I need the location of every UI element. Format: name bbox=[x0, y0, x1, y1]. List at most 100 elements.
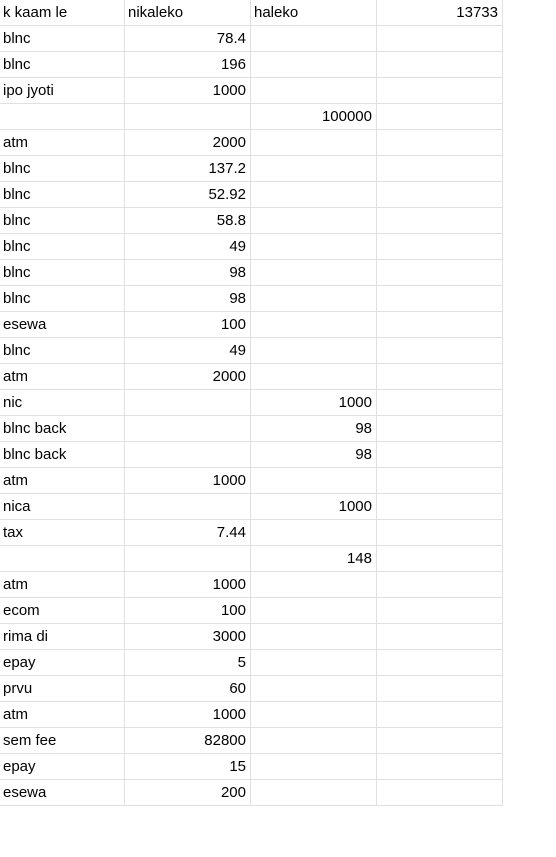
cell-item[interactable]: blnc bbox=[0, 25, 125, 52]
cell-nikaleko[interactable]: 78.4 bbox=[124, 25, 251, 52]
cell-empty[interactable] bbox=[376, 129, 503, 156]
cell-nikaleko[interactable]: 1000 bbox=[124, 571, 251, 598]
cell-haleko[interactable] bbox=[250, 753, 377, 780]
cell-nikaleko[interactable]: 100 bbox=[124, 311, 251, 338]
cell-haleko[interactable] bbox=[250, 25, 377, 52]
cell-item[interactable]: atm bbox=[0, 571, 125, 598]
cell-haleko[interactable] bbox=[250, 233, 377, 260]
cell-empty[interactable] bbox=[376, 753, 503, 780]
cell-empty[interactable] bbox=[376, 207, 503, 234]
cell-nikaleko[interactable]: 200 bbox=[124, 779, 251, 806]
cell-item[interactable]: blnc bbox=[0, 155, 125, 182]
cell-haleko[interactable] bbox=[250, 701, 377, 728]
header-cell-item[interactable]: k kaam le bbox=[0, 0, 125, 26]
cell-haleko[interactable]: 148 bbox=[250, 545, 377, 572]
cell-haleko[interactable] bbox=[250, 727, 377, 754]
cell-nikaleko[interactable]: 98 bbox=[124, 259, 251, 286]
cell-haleko[interactable] bbox=[250, 311, 377, 338]
cell-item[interactable]: blnc bbox=[0, 207, 125, 234]
cell-haleko[interactable] bbox=[250, 363, 377, 390]
cell-empty[interactable] bbox=[376, 519, 503, 546]
cell-item[interactable]: rima di bbox=[0, 623, 125, 650]
cell-nikaleko[interactable]: 7.44 bbox=[124, 519, 251, 546]
cell-nikaleko[interactable]: 49 bbox=[124, 337, 251, 364]
cell-empty[interactable] bbox=[376, 155, 503, 182]
cell-nikaleko[interactable]: 52.92 bbox=[124, 181, 251, 208]
cell-item[interactable]: nic bbox=[0, 389, 125, 416]
cell-haleko[interactable] bbox=[250, 779, 377, 806]
cell-nikaleko[interactable]: 100 bbox=[124, 597, 251, 624]
cell-empty[interactable] bbox=[376, 51, 503, 78]
cell-haleko[interactable] bbox=[250, 129, 377, 156]
cell-item[interactable]: blnc bbox=[0, 233, 125, 260]
cell-nikaleko[interactable]: 3000 bbox=[124, 623, 251, 650]
cell-item[interactable]: blnc back bbox=[0, 415, 125, 442]
cell-haleko[interactable] bbox=[250, 51, 377, 78]
cell-empty[interactable] bbox=[376, 389, 503, 416]
header-cell-nikaleko[interactable]: nikaleko bbox=[124, 0, 251, 26]
header-cell-haleko[interactable]: haleko bbox=[250, 0, 377, 26]
cell-empty[interactable] bbox=[376, 649, 503, 676]
cell-empty[interactable] bbox=[376, 285, 503, 312]
cell-empty[interactable] bbox=[376, 363, 503, 390]
cell-nikaleko[interactable]: 1000 bbox=[124, 77, 251, 104]
cell-empty[interactable] bbox=[376, 77, 503, 104]
cell-nikaleko[interactable]: 82800 bbox=[124, 727, 251, 754]
cell-empty[interactable] bbox=[376, 467, 503, 494]
cell-haleko[interactable] bbox=[250, 597, 377, 624]
cell-haleko[interactable] bbox=[250, 77, 377, 104]
cell-haleko[interactable] bbox=[250, 207, 377, 234]
cell-item[interactable]: blnc bbox=[0, 51, 125, 78]
cell-empty[interactable] bbox=[376, 597, 503, 624]
cell-empty[interactable] bbox=[376, 259, 503, 286]
cell-nikaleko[interactable]: 60 bbox=[124, 675, 251, 702]
cell-empty[interactable] bbox=[376, 103, 503, 130]
cell-item[interactable]: blnc back bbox=[0, 441, 125, 468]
cell-item[interactable] bbox=[0, 545, 125, 572]
cell-nikaleko[interactable]: 5 bbox=[124, 649, 251, 676]
cell-nikaleko[interactable]: 49 bbox=[124, 233, 251, 260]
cell-item[interactable]: esewa bbox=[0, 779, 125, 806]
cell-empty[interactable] bbox=[376, 233, 503, 260]
cell-item[interactable]: ecom bbox=[0, 597, 125, 624]
cell-item[interactable]: ipo jyoti bbox=[0, 77, 125, 104]
cell-empty[interactable] bbox=[376, 311, 503, 338]
cell-nikaleko[interactable] bbox=[124, 103, 251, 130]
cell-nikaleko[interactable] bbox=[124, 415, 251, 442]
cell-haleko[interactable] bbox=[250, 467, 377, 494]
cell-empty[interactable] bbox=[376, 779, 503, 806]
cell-nikaleko[interactable] bbox=[124, 389, 251, 416]
cell-nikaleko[interactable]: 196 bbox=[124, 51, 251, 78]
cell-item[interactable]: atm bbox=[0, 363, 125, 390]
cell-haleko[interactable]: 100000 bbox=[250, 103, 377, 130]
cell-haleko[interactable]: 1000 bbox=[250, 493, 377, 520]
cell-nikaleko[interactable]: 98 bbox=[124, 285, 251, 312]
cell-haleko[interactable] bbox=[250, 571, 377, 598]
cell-haleko[interactable] bbox=[250, 623, 377, 650]
cell-item[interactable]: epay bbox=[0, 753, 125, 780]
cell-haleko[interactable]: 98 bbox=[250, 415, 377, 442]
cell-empty[interactable] bbox=[376, 415, 503, 442]
cell-item[interactable]: blnc bbox=[0, 285, 125, 312]
cell-empty[interactable] bbox=[376, 25, 503, 52]
cell-nikaleko[interactable] bbox=[124, 493, 251, 520]
cell-haleko[interactable] bbox=[250, 675, 377, 702]
cell-haleko[interactable]: 1000 bbox=[250, 389, 377, 416]
cell-nikaleko[interactable]: 58.8 bbox=[124, 207, 251, 234]
cell-empty[interactable] bbox=[376, 337, 503, 364]
cell-empty[interactable] bbox=[376, 675, 503, 702]
cell-nikaleko[interactable] bbox=[124, 441, 251, 468]
cell-empty[interactable] bbox=[376, 441, 503, 468]
cell-item[interactable]: atm bbox=[0, 467, 125, 494]
cell-item[interactable]: blnc bbox=[0, 337, 125, 364]
cell-haleko[interactable] bbox=[250, 155, 377, 182]
cell-item[interactable]: blnc bbox=[0, 181, 125, 208]
cell-empty[interactable] bbox=[376, 623, 503, 650]
cell-haleko[interactable]: 98 bbox=[250, 441, 377, 468]
cell-item[interactable]: epay bbox=[0, 649, 125, 676]
header-cell-total[interactable]: 13733 bbox=[376, 0, 503, 26]
cell-item[interactable]: atm bbox=[0, 701, 125, 728]
cell-item[interactable]: prvu bbox=[0, 675, 125, 702]
cell-item[interactable]: sem fee bbox=[0, 727, 125, 754]
cell-item[interactable]: tax bbox=[0, 519, 125, 546]
